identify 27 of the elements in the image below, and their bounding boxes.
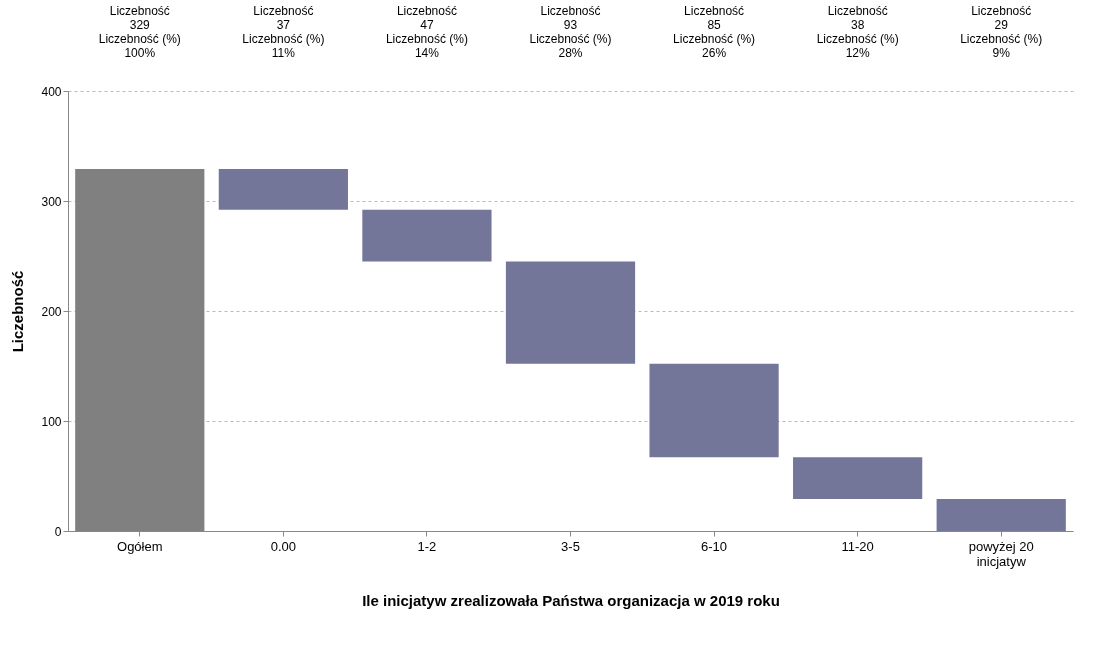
data-label: Liczebność 85 Liczebność (%) 26% [673,4,756,60]
bar [793,457,923,500]
y-axis-title: Liczebność [9,270,27,353]
bar [649,363,779,458]
data-label: Liczebność 93 Liczebność (%) 28% [529,4,612,60]
x-tick-label: 11-20 [841,538,874,554]
y-tick-label: 100 [41,414,62,429]
bar [218,169,348,210]
data-label: Liczebność 47 Liczebność (%) 14% [385,4,468,60]
x-axis-title: Ile inicjatyw zrealizowała Państwa organizacja w 2019 roku [362,591,780,609]
x-tick-label: 1-2 [417,538,437,554]
data-label: Liczebność 37 Liczebność (%) 11% [242,4,325,60]
data-label: Liczebność 329 Liczebność (%) 100% [98,4,181,60]
data-label: Liczebność 38 Liczebność (%) 12% [816,4,899,60]
bar [505,261,636,364]
x-tick-label: Ogółem [117,538,163,554]
x-tick-label: powyżej 20 inicjatyw [968,538,1034,569]
bar [362,209,492,262]
y-tick-label: 0 [54,524,62,539]
y-tick-label: 200 [41,304,62,319]
x-tick-label: 0.00 [270,538,297,554]
y-tick-label: 300 [41,194,62,209]
bar [936,499,1066,531]
y-tick-label: 400 [41,84,62,99]
x-tick-label: 6-10 [701,538,728,554]
x-tick-label: 3-5 [561,538,580,554]
data-label: Liczebność 29 Liczebność (%) 9% [960,4,1043,60]
